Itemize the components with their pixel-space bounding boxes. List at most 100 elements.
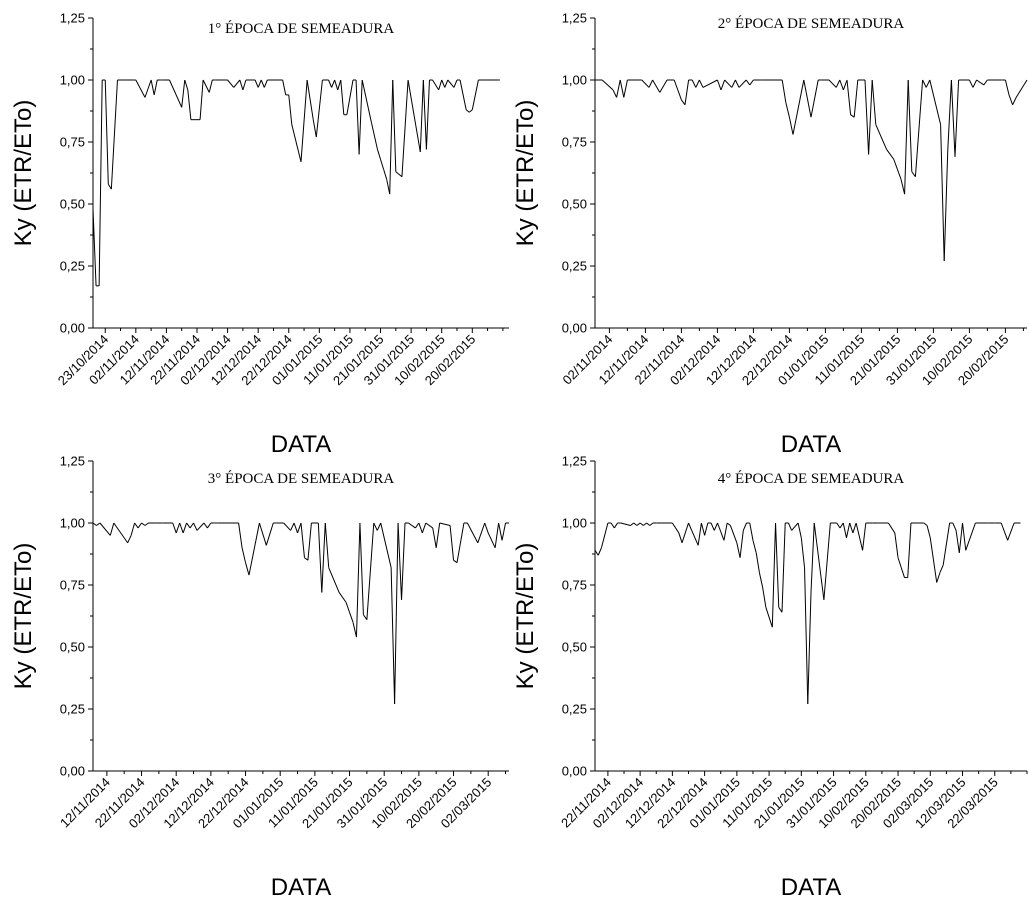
series-segment [983,79,988,86]
series-segment [630,522,634,526]
series-segment [260,79,265,88]
series-segment [361,79,372,123]
series-segment [972,79,978,88]
series-segment [911,171,916,178]
series-segment [936,572,941,583]
series-segment [414,522,420,529]
chart-panel-4: 0,000,250,500,751,001,2522/11/201402/12/… [512,454,1028,897]
series-segment [612,89,618,98]
series-segment [184,79,189,91]
series-segment [376,522,382,531]
series-segment [104,79,109,185]
series-segment [233,79,241,88]
y-tick-label: 0,25 [60,702,85,717]
series-segment [788,117,794,135]
y-axis-title: Ky (ETR/ETo) [512,543,539,690]
series-segment [439,522,451,526]
series-segment [202,79,210,93]
series-segment [807,592,812,705]
series-segment [337,79,342,91]
series-segment [738,79,747,88]
x-axis-title: DATA [781,874,841,897]
series-segment [648,79,654,88]
series-segment [113,522,125,539]
series-segment [340,79,345,115]
series-segment [926,525,931,539]
series-segment [355,522,361,638]
series-segment [900,567,905,578]
series-segment [813,522,825,600]
series-segment [127,535,132,544]
series-segment [355,79,360,155]
series-segment [401,79,409,177]
series-segment [702,79,718,88]
series-segment [742,522,747,531]
series-segment [939,564,944,573]
series-segment [459,79,467,110]
series-segment [300,79,308,162]
series-segment [373,522,378,531]
series-segment [862,522,867,551]
series-segment [144,79,152,98]
series-segment [392,79,397,172]
chart-title: 3° ÉPOCA DE SEMEADURA [208,470,395,487]
series-segment [425,522,434,529]
y-tick-label: 0,00 [562,764,587,779]
series-segment [92,522,97,526]
chart-panel-2: 0,000,250,500,751,001,2502/11/201412/11/… [512,11,1028,458]
series-segment [646,522,651,526]
series-segment [447,79,455,88]
series-segment [887,522,896,534]
y-tick-label: 0,25 [60,259,85,274]
series-segment [823,522,831,600]
series-segment [907,79,913,172]
series-segment [110,79,118,190]
series-line [595,79,1028,262]
series-segment [968,79,974,88]
series-segment [836,522,841,529]
y-tick-label: 0,00 [60,321,85,336]
series-segment [312,119,317,138]
series-segment [189,522,194,529]
chart-title: 2° ÉPOCA DE SEMEADURA [718,15,905,32]
series-segment [349,612,354,623]
series-segment [193,522,198,531]
series-segment [597,547,602,556]
series-segment [291,124,302,162]
chart-title: 1° ÉPOCA DE SEMEADURA [208,20,395,37]
series-segment [810,79,819,118]
series-segment [135,79,146,98]
series-segment [150,79,155,95]
series-segment [649,522,654,526]
series-segment [265,522,274,546]
series-segment [134,522,139,529]
series-segment [324,522,330,568]
series-segment [98,79,103,286]
series-segment [422,79,427,150]
y-tick-label: 0,25 [562,702,587,717]
series-segment [958,522,964,553]
series-segment [681,522,689,543]
series-segment [691,79,697,88]
series-segment [758,572,764,588]
series-segment [441,79,446,88]
series-segment [736,542,741,558]
series-segment [641,79,650,88]
series-segment [123,537,129,544]
series-segment [109,522,115,536]
series-segment [749,79,754,86]
series-segment [965,522,976,551]
series-segment [257,79,262,88]
series-segment [894,532,899,558]
series-segment [729,525,738,544]
series-segment [107,183,112,190]
series-segment [839,522,844,529]
series-segment [179,522,184,534]
series-segment [444,79,449,88]
y-tick-label: 1,25 [562,454,587,469]
series-segment [315,79,323,138]
series-segment [762,587,767,608]
series-segment [293,522,299,534]
series-segment [376,149,382,160]
y-tick-label: 0,50 [60,197,85,212]
